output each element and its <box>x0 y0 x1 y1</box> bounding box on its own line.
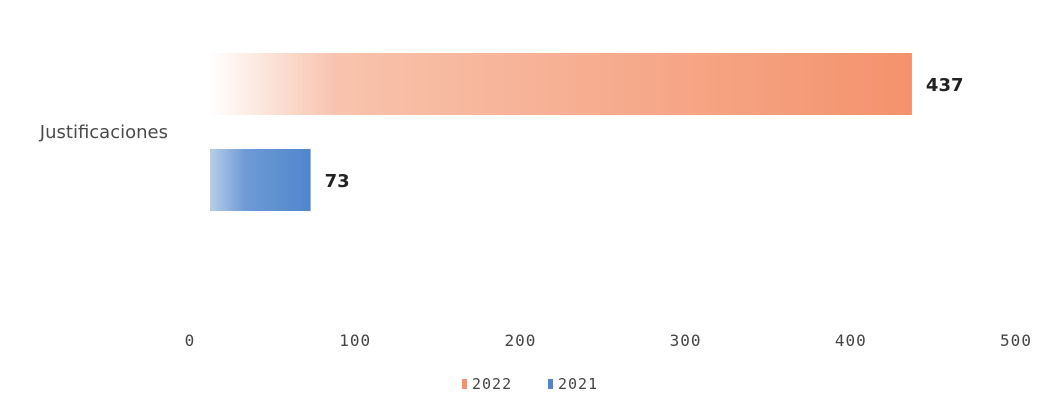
x-tick-label: 400 <box>835 331 867 350</box>
data-label-2021: 73 <box>325 171 350 192</box>
legend-swatch-2022 <box>462 379 467 389</box>
x-tick-label: 300 <box>670 331 702 350</box>
legend-swatch-2021 <box>548 379 553 389</box>
legend-label-2022: 2022 <box>472 375 512 393</box>
x-tick-label: 0 <box>185 331 196 350</box>
bar-2021 <box>210 149 311 211</box>
category-label: Justificaciones <box>39 122 168 143</box>
data-label-2022: 437 <box>926 75 964 96</box>
x-tick-label: 200 <box>504 331 536 350</box>
x-tick-label: 100 <box>339 331 371 350</box>
x-tick-label: 500 <box>1000 331 1032 350</box>
bar-2022 <box>210 53 912 115</box>
legend-label-2021: 2021 <box>558 375 598 393</box>
